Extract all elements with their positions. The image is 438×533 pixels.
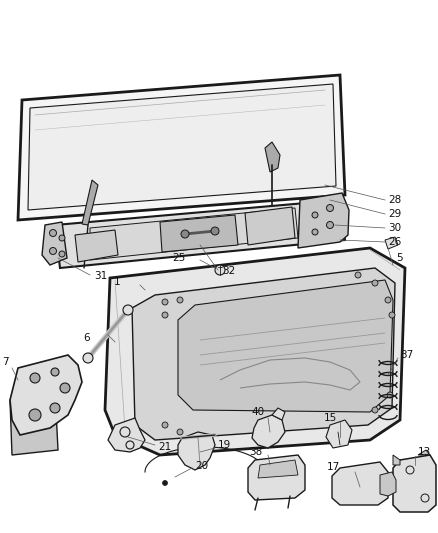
Circle shape <box>355 272 361 278</box>
Polygon shape <box>132 268 395 440</box>
Circle shape <box>162 422 168 428</box>
Text: 38: 38 <box>249 447 262 457</box>
Text: 25: 25 <box>172 253 185 263</box>
Polygon shape <box>326 420 352 448</box>
Polygon shape <box>42 222 67 265</box>
Polygon shape <box>298 193 349 248</box>
Text: 6: 6 <box>83 333 90 343</box>
Circle shape <box>387 392 393 398</box>
Circle shape <box>181 230 189 238</box>
Polygon shape <box>178 432 215 470</box>
Polygon shape <box>258 460 298 478</box>
Polygon shape <box>393 455 400 465</box>
Circle shape <box>162 299 168 305</box>
Text: 19: 19 <box>218 440 231 450</box>
Circle shape <box>326 205 333 212</box>
Circle shape <box>326 222 333 229</box>
Polygon shape <box>385 237 398 249</box>
Polygon shape <box>252 415 285 448</box>
Text: 26: 26 <box>388 237 401 247</box>
Circle shape <box>162 312 168 318</box>
Polygon shape <box>332 462 388 505</box>
Polygon shape <box>75 230 118 262</box>
Circle shape <box>60 383 70 393</box>
Polygon shape <box>82 180 98 225</box>
Text: 1: 1 <box>113 277 120 287</box>
Text: 13: 13 <box>418 447 431 457</box>
Circle shape <box>211 227 219 235</box>
Circle shape <box>177 297 183 303</box>
Text: 37: 37 <box>400 350 413 360</box>
Text: 29: 29 <box>388 209 401 219</box>
Circle shape <box>312 229 318 235</box>
Circle shape <box>30 373 40 383</box>
Text: 30: 30 <box>388 223 401 233</box>
Circle shape <box>372 407 378 413</box>
Circle shape <box>49 230 57 237</box>
Text: 20: 20 <box>195 461 208 471</box>
Circle shape <box>215 265 225 275</box>
Text: 28: 28 <box>388 195 401 205</box>
Circle shape <box>389 312 395 318</box>
Circle shape <box>50 403 60 413</box>
Text: 15: 15 <box>324 413 337 423</box>
Text: 7: 7 <box>2 357 9 367</box>
Text: 21: 21 <box>158 442 171 452</box>
Polygon shape <box>105 248 405 455</box>
Polygon shape <box>160 215 238 252</box>
Circle shape <box>29 409 41 421</box>
Circle shape <box>372 280 378 286</box>
Polygon shape <box>393 455 436 512</box>
Polygon shape <box>18 75 345 220</box>
Circle shape <box>385 297 391 303</box>
Text: 31: 31 <box>94 271 107 281</box>
Circle shape <box>49 247 57 254</box>
Polygon shape <box>248 455 305 500</box>
Text: 5: 5 <box>396 253 403 263</box>
Circle shape <box>51 368 59 376</box>
Circle shape <box>59 251 65 257</box>
Polygon shape <box>380 472 396 496</box>
Polygon shape <box>10 390 58 455</box>
Polygon shape <box>265 142 280 172</box>
Circle shape <box>83 353 93 363</box>
Polygon shape <box>178 280 393 412</box>
Polygon shape <box>272 408 285 420</box>
Text: 32: 32 <box>222 266 235 276</box>
Polygon shape <box>108 418 145 452</box>
Circle shape <box>312 212 318 218</box>
Polygon shape <box>245 207 295 245</box>
Polygon shape <box>90 208 298 260</box>
Polygon shape <box>55 200 345 268</box>
Text: 40: 40 <box>252 407 265 417</box>
Polygon shape <box>28 84 336 210</box>
Circle shape <box>59 235 65 241</box>
Text: 17: 17 <box>327 462 340 472</box>
Polygon shape <box>418 450 430 455</box>
Polygon shape <box>10 355 82 435</box>
Circle shape <box>162 481 167 486</box>
Circle shape <box>123 305 133 315</box>
Circle shape <box>177 429 183 435</box>
